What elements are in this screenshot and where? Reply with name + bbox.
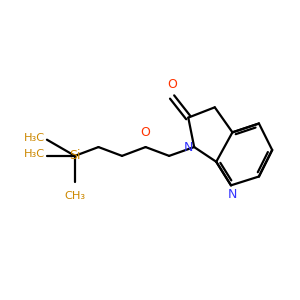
Text: H₃C: H₃C: [23, 149, 45, 159]
Text: Si: Si: [69, 149, 81, 162]
Text: N: N: [228, 188, 237, 201]
Text: N: N: [184, 141, 194, 154]
Text: CH₃: CH₃: [64, 190, 86, 201]
Text: H₃C: H₃C: [23, 133, 45, 143]
Text: O: O: [167, 77, 177, 91]
Text: O: O: [141, 126, 151, 139]
